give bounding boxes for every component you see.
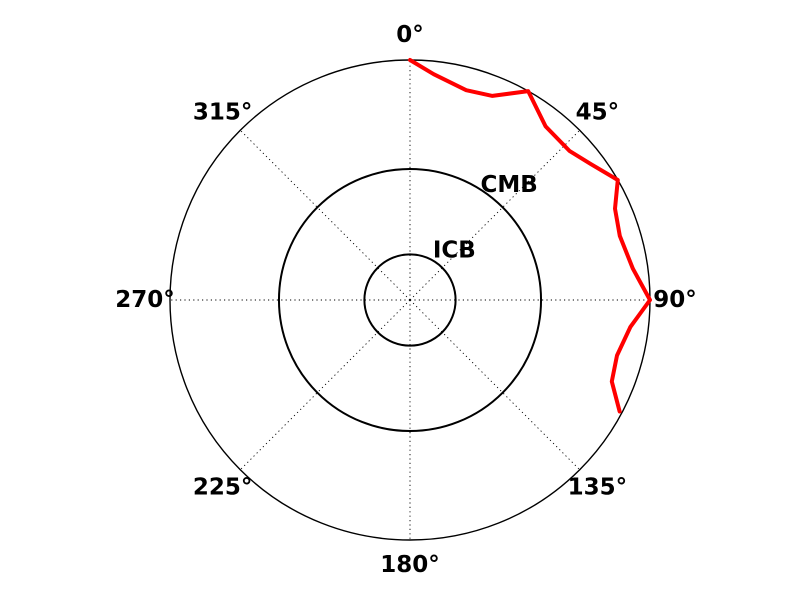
tick-label-180: 180° — [380, 552, 440, 578]
cmb-ring — [277, 167, 543, 433]
icb-label: ICB — [433, 237, 476, 263]
tick-label-135: 135° — [568, 474, 628, 500]
ray-path — [408, 58, 652, 414]
boundary-labels: CMB ICB — [433, 172, 538, 263]
tick-label-45: 45° — [576, 100, 620, 126]
tick-label-0: 0° — [396, 22, 424, 48]
gridline-45 — [409, 129, 581, 301]
boundary-rings — [277, 167, 543, 433]
gridline-225 — [239, 299, 411, 471]
tick-label-90: 90° — [653, 287, 697, 313]
angular-gridlines — [170, 60, 650, 540]
ray-path-layer — [408, 58, 652, 414]
icb-ring — [363, 253, 457, 347]
angular-tick-labels: 0° 45° 90° 135° 180° 225° 270° 315° — [115, 22, 697, 578]
tick-label-225: 225° — [193, 474, 253, 500]
gridline-315 — [239, 129, 411, 301]
gridline-135 — [409, 299, 581, 471]
tick-label-315: 315° — [193, 100, 253, 126]
cmb-label: CMB — [481, 172, 538, 198]
tick-label-270: 270° — [115, 287, 175, 313]
